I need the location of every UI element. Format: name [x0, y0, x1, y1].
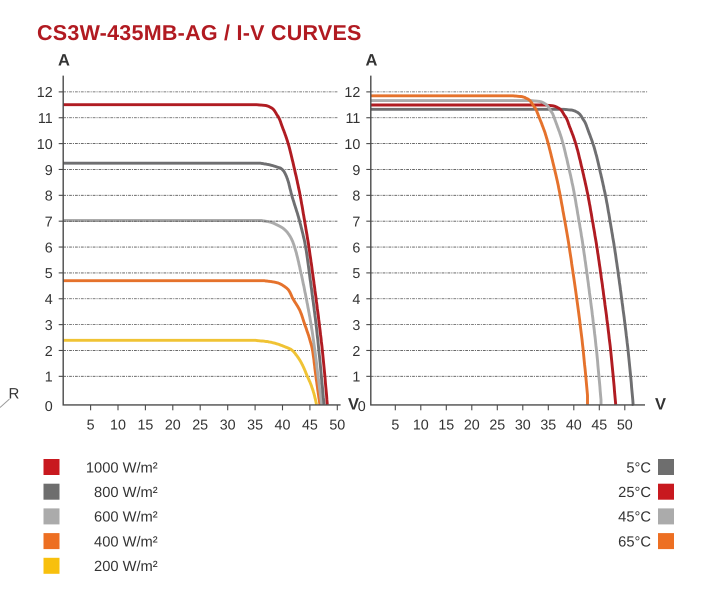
svg-text:400 W/m²: 400 W/m² [94, 534, 158, 550]
svg-text:65°C: 65°C [618, 534, 651, 550]
svg-text:9: 9 [45, 163, 53, 179]
svg-text:10: 10 [110, 418, 126, 434]
svg-text:8: 8 [352, 189, 360, 205]
svg-text:12: 12 [37, 85, 53, 101]
svg-text:7: 7 [45, 215, 53, 231]
svg-text:45: 45 [302, 418, 318, 434]
svg-text:20: 20 [464, 418, 480, 434]
svg-text:25: 25 [489, 418, 505, 434]
svg-text:40: 40 [566, 418, 582, 434]
svg-text:10: 10 [413, 418, 429, 434]
svg-text:45: 45 [591, 418, 607, 434]
svg-text:30: 30 [220, 418, 236, 434]
svg-text:200 W/m²: 200 W/m² [94, 559, 158, 575]
svg-text:45°C: 45°C [618, 510, 651, 526]
svg-text:5: 5 [391, 418, 399, 434]
svg-text:600 W/m²: 600 W/m² [94, 510, 158, 526]
svg-text:9: 9 [352, 163, 360, 179]
svg-text:15: 15 [438, 418, 454, 434]
svg-text:11: 11 [345, 111, 360, 127]
svg-text:3: 3 [352, 318, 360, 334]
svg-text:25°C: 25°C [618, 485, 651, 501]
svg-text:5°C: 5°C [626, 460, 651, 476]
svg-text:6: 6 [45, 240, 53, 256]
svg-text:1: 1 [352, 370, 360, 386]
svg-text:12: 12 [344, 85, 360, 101]
svg-text:2: 2 [352, 344, 360, 360]
svg-text:50: 50 [617, 418, 633, 434]
svg-text:800 W/m²: 800 W/m² [94, 485, 158, 501]
svg-text:11: 11 [38, 111, 53, 127]
svg-text:10: 10 [344, 137, 360, 153]
svg-text:15: 15 [137, 418, 153, 434]
svg-text:0: 0 [358, 399, 366, 415]
svg-text:5: 5 [45, 266, 53, 282]
svg-text:25: 25 [192, 418, 208, 434]
svg-text:40: 40 [275, 418, 291, 434]
svg-text:7: 7 [352, 215, 360, 231]
svg-text:2: 2 [45, 344, 53, 360]
svg-text:50: 50 [329, 418, 345, 434]
svg-text:5: 5 [87, 418, 95, 434]
svg-text:4: 4 [45, 292, 53, 308]
svg-text:8: 8 [45, 189, 53, 205]
svg-text:1000 W/m²: 1000 W/m² [86, 460, 158, 476]
svg-text:6: 6 [352, 240, 360, 256]
svg-text:R: R [9, 386, 20, 403]
svg-text:10: 10 [37, 137, 53, 153]
svg-text:35: 35 [540, 418, 556, 434]
svg-text:V: V [655, 396, 666, 414]
svg-text:CS3W-435MB-AG / I-V CURVES: CS3W-435MB-AG / I-V CURVES [37, 21, 362, 45]
svg-text:5: 5 [352, 266, 360, 282]
svg-text:1: 1 [45, 370, 53, 386]
svg-text:30: 30 [515, 418, 531, 434]
svg-text:20: 20 [165, 418, 181, 434]
svg-text:A: A [58, 52, 70, 70]
svg-text:35: 35 [247, 418, 263, 434]
svg-text:3: 3 [45, 318, 53, 334]
svg-text:A: A [366, 52, 378, 70]
svg-text:0: 0 [45, 399, 53, 415]
svg-text:4: 4 [352, 292, 360, 308]
svg-text:V: V [348, 396, 359, 414]
